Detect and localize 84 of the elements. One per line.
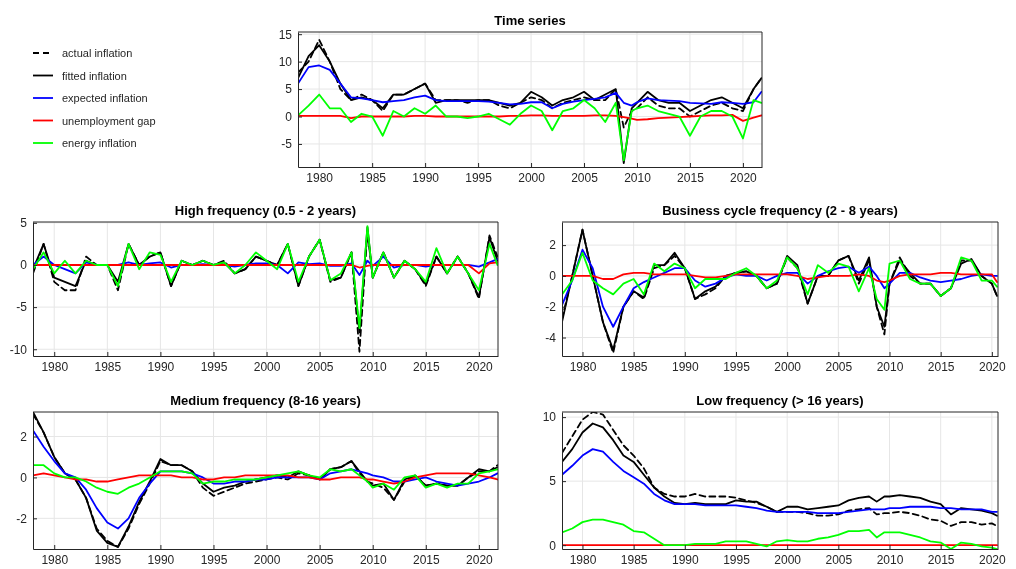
x-tick-label: 1985 — [359, 170, 387, 185]
x-tick-label: 1995 — [200, 359, 228, 374]
x-tick-label: 1995 — [723, 359, 751, 374]
legend-label: energy inflation — [62, 137, 137, 149]
x-tick-label: 1990 — [412, 170, 440, 185]
x-tick-label: 1980 — [41, 359, 69, 374]
y-tick-label: -5 — [16, 300, 28, 315]
x-tick-label: 2005 — [825, 359, 853, 374]
legend-label: actual inflation — [62, 47, 133, 59]
line-series — [33, 464, 498, 495]
x-tick-label: 2020 — [979, 552, 1007, 567]
chart-title: Business cycle frequency (2 - 8 years) — [662, 203, 898, 218]
chart-title: Medium frequency (8-16 years) — [170, 393, 361, 408]
x-tick-label: 1995 — [723, 552, 751, 567]
legend-label: expected inflation — [62, 92, 148, 104]
y-tick-label: 0 — [20, 258, 28, 273]
chart-title: High frequency (0.5 - 2 years) — [174, 203, 357, 218]
y-tick-label: -2 — [16, 511, 28, 526]
x-tick-label: 2000 — [774, 552, 802, 567]
line-series — [562, 448, 998, 515]
x-tick-label: 1990 — [147, 552, 175, 567]
y-tick-label: 0 — [285, 109, 293, 124]
y-tick-label: 0 — [20, 470, 28, 485]
y-tick-label: -2 — [545, 300, 557, 315]
y-tick-label: 10 — [542, 410, 557, 425]
x-tick-label: 2005 — [825, 552, 853, 567]
x-tick-label: 1980 — [569, 359, 597, 374]
line-series — [562, 251, 998, 311]
x-tick-label: 1995 — [200, 552, 228, 567]
x-tick-label: 1980 — [306, 170, 334, 185]
x-tick-label: 2000 — [774, 359, 802, 374]
x-tick-label: 1985 — [620, 359, 648, 374]
x-tick-label: 1990 — [671, 359, 699, 374]
y-tick-label: 5 — [285, 82, 293, 97]
y-tick-label: -10 — [9, 342, 28, 357]
x-tick-label: 1985 — [94, 359, 122, 374]
x-tick-label: 2020 — [730, 170, 758, 185]
y-tick-label: 5 — [549, 474, 557, 489]
x-tick-label: 1990 — [671, 552, 699, 567]
x-tick-label: 2000 — [518, 170, 546, 185]
x-tick-label: 1980 — [569, 552, 597, 567]
line-series — [562, 271, 998, 283]
y-tick-label: 2 — [549, 238, 557, 253]
y-tick-label: -5 — [281, 137, 293, 152]
line-series — [33, 472, 498, 485]
x-tick-label: 1995 — [465, 170, 493, 185]
x-tick-label: 1985 — [94, 552, 122, 567]
line-series — [298, 93, 762, 162]
y-tick-label: 5 — [20, 216, 28, 231]
x-tick-label: 2005 — [571, 170, 599, 185]
y-tick-label: 0 — [549, 269, 557, 284]
y-tick-label: 15 — [278, 27, 293, 42]
x-tick-label: 2015 — [412, 552, 440, 567]
chart-title: Low frequency (> 16 years) — [696, 393, 864, 408]
x-tick-label: 2010 — [624, 170, 652, 185]
chart-title: Time series — [494, 13, 566, 28]
x-tick-label: 1985 — [620, 552, 648, 567]
x-tick-label: 1980 — [41, 552, 69, 567]
line-series — [298, 64, 762, 110]
x-tick-label: 2010 — [876, 359, 904, 374]
x-tick-label: 2015 — [927, 552, 955, 567]
y-tick-label: -4 — [545, 330, 557, 345]
line-series — [298, 113, 762, 122]
x-tick-label: 2020 — [466, 552, 494, 567]
x-tick-label: 2000 — [253, 552, 281, 567]
x-tick-label: 2020 — [979, 359, 1007, 374]
x-tick-label: 2015 — [677, 170, 705, 185]
x-tick-label: 2015 — [412, 359, 440, 374]
x-tick-label: 2000 — [253, 359, 281, 374]
x-tick-label: 2005 — [306, 552, 334, 567]
y-tick-label: 10 — [278, 54, 293, 69]
legend-label: fitted inflation — [62, 69, 127, 82]
x-tick-label: 2015 — [927, 359, 955, 374]
x-tick-label: 2010 — [876, 552, 904, 567]
x-tick-label: 2005 — [306, 359, 334, 374]
x-tick-label: 2010 — [359, 359, 387, 374]
x-tick-label: 2010 — [359, 552, 387, 567]
x-tick-label: 2020 — [466, 359, 494, 374]
line-series — [33, 261, 498, 275]
line-series — [562, 248, 998, 328]
x-tick-label: 1990 — [147, 359, 175, 374]
y-tick-label: 2 — [20, 429, 28, 444]
legend-label: unemployment gap — [62, 114, 156, 127]
y-tick-label: 0 — [549, 538, 557, 553]
